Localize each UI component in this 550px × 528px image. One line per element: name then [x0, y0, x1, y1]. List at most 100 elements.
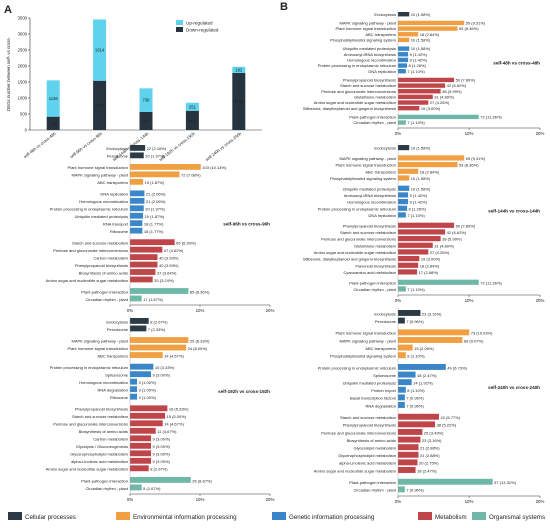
panel-e-pathway-label: Circadian rhythm - plant: [86, 486, 129, 491]
panel-f-pathway-label: Basal transcription factors: [350, 396, 396, 401]
panel-b-pathway-label: Pentose and glucuronate interconversions: [321, 89, 396, 94]
legend-swatch-genetic: [272, 512, 286, 520]
panel-f-pathway-label: Protein export: [371, 388, 397, 393]
panel-f-pathway-label: Biosynthesis of amino acids: [347, 438, 396, 443]
panel-e-x-tick-label: 0%: [127, 497, 133, 502]
panel-a-bar-down: [93, 80, 107, 130]
panel-c-value-label: 19 (1.87%): [145, 180, 165, 185]
panel-f-value-label: 38 (5.22%): [437, 423, 457, 428]
panel-a-bar-up: [46, 80, 60, 117]
panel-e-pathway-label: Peroxisome: [107, 327, 129, 332]
panel-c-pathway-label: ABC transporters: [97, 180, 128, 185]
panel-d-pathway-label: MAPK signaling pathway - plant: [340, 156, 397, 161]
panel-a-legend-swatch: [176, 27, 183, 32]
panel-e-bar: [130, 386, 138, 393]
panel-a-category-label: self-240h vs cross-240h: [204, 130, 243, 162]
panel-f-pathway-label: RNA degradation: [366, 403, 396, 408]
panel-d-value-label: 19 (3.00%): [421, 257, 441, 262]
panel-d-bar: [398, 249, 429, 255]
panel-d: Endocytosis 10 (1.58%) MAPK signaling path…: [303, 143, 544, 303]
panel-d-pathway-label: Endocytosis: [374, 146, 396, 151]
panel-b-bar: [398, 69, 406, 74]
panel-e-value-label: 5 (1.67%): [143, 486, 161, 491]
panel-f-value-label: 23 (3.16%): [422, 311, 442, 316]
legend-label-genetic: Genetic information processing: [289, 514, 375, 521]
panel-c-value-label: 21 (2.06%): [146, 199, 166, 204]
panel-f-bar: [398, 371, 416, 378]
panel-f-title: self-240h vs cross-240h: [488, 385, 540, 390]
panel-f-value-label: 25 (3.43%): [424, 430, 444, 435]
panel-c-pathway-label: Biosynthesis of amino acids: [79, 270, 128, 275]
panel-d-pathway-label: Stilbenoid, diarylheptanoid and gingerol…: [303, 257, 396, 262]
panel-b-bar: [398, 57, 409, 63]
panel-c-bar: [130, 205, 144, 212]
panel-d-pathway-label: Glutathione metabolism: [354, 243, 397, 248]
panel-e-bar: [130, 450, 152, 457]
panel-f-bar: [398, 363, 446, 370]
panel-d-bar: [398, 162, 458, 168]
panel-b-value-label: 38 (5.99%): [442, 89, 462, 94]
panel-e-value-label: 26 (8.67%): [192, 478, 212, 483]
panel-b-pathway-label: Starch and sucrose metabolism: [340, 83, 397, 88]
panel-d-x-tick-label: 0%: [395, 298, 401, 303]
panel-e-value-label: 14 (4.67%): [164, 422, 184, 427]
panel-c-x-tick-label: 0%: [127, 308, 133, 313]
panel-b-value-label: 7 (1.10%): [407, 120, 425, 125]
panel-a-bar-down: [139, 111, 153, 130]
panel-b: B Endocytosis 10 (1.58%) MAPK signaling pat…: [280, 1, 544, 136]
panel-c-value-label: 40 (3.93%): [159, 255, 179, 260]
panel-c-bar: [130, 145, 146, 151]
panel-c-pathway-label: Protein processing in endoplasmic reticu…: [50, 207, 129, 212]
panel-f-bar: [398, 394, 405, 401]
panel-c-bar: [130, 197, 145, 204]
panel-b-value-label: 9 (1.42%): [410, 52, 428, 57]
panel-b-value-label: 53 (8.36%): [459, 26, 479, 31]
panel-d-value-label: 9 (1.42%): [410, 200, 428, 205]
panel-b-value-label: 27 (4.26%): [430, 100, 450, 105]
panel-c-value-label: 22 (2.16%): [147, 146, 167, 151]
panel-d-bar: [398, 205, 407, 211]
panel-b-value-label: 59 (9.31%): [466, 21, 486, 26]
panel-d-pathway-label: Amino sugar and nucleotide sugar metabol…: [314, 250, 397, 255]
panel-f-bar: [398, 413, 439, 420]
panel-e-pathway-label: Homologous recombination: [79, 380, 128, 385]
panel-b-bar: [398, 37, 410, 43]
panel-f-pathway-label: Glycerophospholipid metabolism: [338, 453, 396, 458]
panel-f-value-label: 21 (2.88%): [420, 446, 440, 451]
panel-d-pathway-label: Starch and sucrose metabolism: [340, 230, 397, 235]
panel-e-x-tick-label: 10%: [196, 497, 205, 502]
panel-a-legend-label: Down-regulated: [186, 28, 219, 33]
panel-e-pathway-label: Amino sugar and nucleotide sugar metabol…: [46, 467, 129, 472]
panel-b-x-tick-label: 10%: [465, 131, 474, 136]
panel-a-y-tick-label: 500: [20, 112, 28, 117]
panel-a-bar-down: [46, 116, 60, 130]
panel-c-bar: [130, 254, 158, 260]
panel-b-pathway-label: Plant-pathogen interaction: [349, 115, 396, 120]
panel-d-value-label: 17 (2.68%): [419, 270, 439, 275]
panel-c-pathway-label: Ubiquitin mediated proteolysis: [75, 214, 128, 219]
panel-d-bar: [398, 175, 410, 181]
panel-c-pathway-label: Plant hormone signal transduction: [68, 165, 128, 170]
panel-a-bar-up: [185, 102, 199, 111]
panel-f-value-label: 7 (0.96%): [406, 396, 424, 401]
panel-e-pathway-label: alpha-Linolenic acid metabolism: [71, 459, 129, 464]
panel-f-pathway-label: ABC transporters: [365, 346, 396, 351]
panel-c-value-label: 33 (3.24%): [154, 278, 174, 283]
panel-d-pathway-label: Homologous recombination: [347, 200, 396, 205]
panel-f-x-tick-label: 0%: [395, 499, 401, 504]
legend-swatch-organismal: [472, 512, 486, 520]
panel-b-bar: [398, 94, 433, 100]
panel-e-pathway-label: Pentose and glucuronate interconversions: [53, 422, 128, 427]
panel-e-pathway-label: Endocytosis: [106, 319, 128, 324]
panel-c-bar: [130, 220, 143, 227]
panel-e-value-label: 8 (2.67%): [150, 467, 168, 472]
panel-d-value-label: 31 (4.89%): [434, 243, 454, 248]
panel-c-value-label: 21 (2.06%): [146, 192, 166, 197]
panel-d-pathway-label: Flavonoid biosynthesis: [356, 263, 396, 268]
panel-e-pathway-label: Starch and sucrose metabolism: [72, 414, 129, 419]
panel-b-pathway-label: Phosphatidylinositol signaling system: [330, 37, 397, 42]
panel-a-up-value: 1136: [49, 96, 59, 101]
panel-a-down-value: 1783: [234, 99, 244, 104]
panel-b-x-tick-label: 0%: [395, 131, 401, 136]
